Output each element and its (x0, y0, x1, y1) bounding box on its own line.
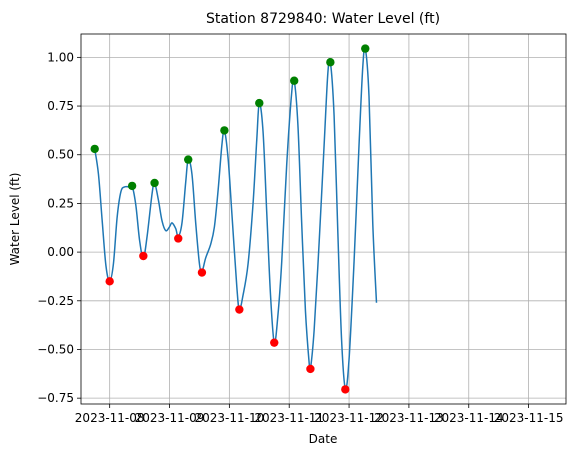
low-tide-marker (139, 251, 148, 261)
high-tide-marker (150, 178, 159, 188)
line-layer (93, 46, 378, 390)
low-tide-marker (105, 277, 114, 286)
y-tick-label: 0.25 (47, 196, 74, 210)
high-tide-marker (290, 76, 299, 85)
low-tide-marker (341, 385, 350, 394)
low-tide-marker (306, 364, 315, 374)
x-tick-label: 2023-11-13 (374, 411, 444, 425)
x-tick-label: 2023-11-08 (75, 411, 145, 425)
low-tide-marker (270, 338, 279, 347)
x-tick-label: 2023-11-12 (314, 411, 384, 425)
water-level-line (93, 46, 378, 390)
x-axis-label: Date (309, 432, 338, 446)
low-tide-marker (197, 268, 207, 277)
chart-title: Station 8729840: Water Level (ft) (206, 11, 440, 27)
low-tide-marker (174, 234, 183, 243)
high-tide-marker (220, 126, 229, 135)
y-axis: −0.75 −0.50 −0.25 0.00 0.25 0.50 0.75 1.00 (37, 50, 81, 405)
y-tick-label: 1.00 (47, 50, 74, 64)
high-tide-marker (361, 44, 370, 53)
y-tick-label: 0.00 (47, 245, 74, 259)
x-tick-label: 2023-11-10 (194, 411, 264, 425)
y-tick-label: −0.25 (37, 294, 74, 308)
low-tide-marker (235, 305, 244, 314)
x-tick-label: 2023-11-15 (494, 411, 564, 425)
x-tick-label: 2023-11-09 (135, 411, 205, 425)
high-tide-marker (326, 58, 335, 67)
high-tide-marker (255, 98, 264, 108)
marker-layer (90, 44, 370, 394)
x-tick-label: 2023-11-14 (434, 411, 504, 425)
y-tick-label: −0.50 (37, 342, 74, 356)
y-axis-label: Water Level (ft) (8, 173, 22, 266)
plot-frame (80, 33, 567, 405)
x-tick-label: 2023-11-11 (254, 411, 324, 425)
y-tick-label: 0.50 (47, 148, 74, 162)
x-axis: 2023-11-082023-11-092023-11-102023-11-11… (75, 404, 564, 425)
high-tide-marker (184, 155, 193, 164)
y-tick-label: −0.75 (37, 391, 74, 405)
y-tick-label: 0.75 (47, 99, 74, 113)
high-tide-marker (90, 144, 99, 154)
grid (81, 34, 566, 404)
high-tide-marker (127, 181, 137, 191)
